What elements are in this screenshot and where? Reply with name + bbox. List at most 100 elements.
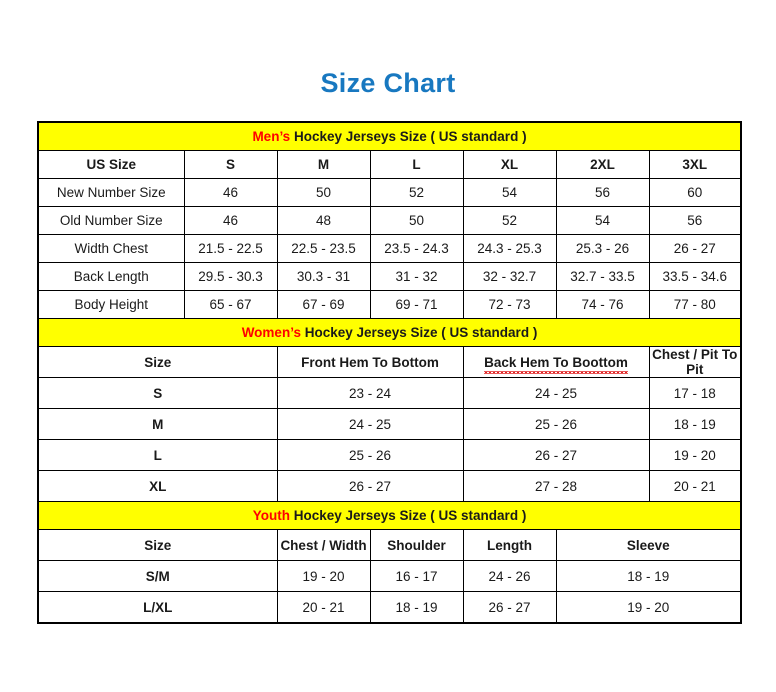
mens-row-3-label: Back Length — [37, 262, 185, 291]
youth-banner-row: Youth Hockey Jerseys Size ( US standard … — [37, 501, 742, 530]
womens-row-3-value-0: 26 - 27 — [276, 470, 464, 502]
mens-row-1-label: Old Number Size — [37, 206, 185, 235]
youth-row-1-value-0: 20 - 21 — [276, 591, 371, 624]
table-row: S 23 - 24 24 - 25 17 - 18 — [37, 377, 742, 409]
table-row: New Number Size 46 50 52 54 56 60 — [37, 178, 742, 207]
youth-col-0: Size — [37, 529, 278, 561]
mens-row-2-label: Width Chest — [37, 234, 185, 263]
womens-row-2-value-0: 25 - 26 — [276, 439, 464, 471]
youth-col-4: Sleeve — [555, 529, 742, 561]
womens-col-2: Back Hem To Boottom — [462, 346, 650, 378]
womens-banner-highlight: Women’s — [241, 325, 301, 340]
youth-col-1: Chest / Width — [276, 529, 371, 561]
size-chart-body: Men’s Hockey Jerseys Size ( US standard … — [37, 121, 742, 624]
youth-row-1-value-1: 18 - 19 — [369, 591, 464, 624]
mens-row-3-value-2: 31 - 32 — [369, 262, 464, 291]
mens-header-row: US Size S M L XL 2XL 3XL — [37, 150, 742, 179]
youth-row-1-value-2: 26 - 27 — [462, 591, 557, 624]
womens-col-1: Front Hem To Bottom — [276, 346, 464, 378]
mens-row-2-value-2: 23.5 - 24.3 — [369, 234, 464, 263]
youth-row-1-label: L/XL — [37, 591, 278, 624]
womens-row-1-value-1: 25 - 26 — [462, 408, 650, 440]
mens-row-0-value-1: 50 — [276, 178, 371, 207]
womens-col-2-text: Back Hem To Boottom — [484, 354, 628, 374]
womens-banner-rest: Hockey Jerseys Size ( US standard ) — [300, 325, 538, 340]
mens-row-4-value-1: 67 - 69 — [276, 290, 371, 319]
mens-section-banner: Men’s Hockey Jerseys Size ( US standard … — [37, 121, 742, 151]
womens-row-0-label: S — [37, 377, 278, 409]
table-row: Body Height 65 - 67 67 - 69 69 - 71 72 -… — [37, 290, 742, 319]
womens-row-1-value-0: 24 - 25 — [276, 408, 464, 440]
youth-banner-highlight: Youth — [252, 508, 290, 523]
mens-row-2-value-0: 21.5 - 22.5 — [183, 234, 278, 263]
mens-row-3-value-1: 30.3 - 31 — [276, 262, 371, 291]
womens-row-0-value-0: 23 - 24 — [276, 377, 464, 409]
womens-row-3-value-1: 27 - 28 — [462, 470, 650, 502]
mens-row-4-value-5: 77 - 80 — [648, 290, 742, 319]
womens-row-2-label: L — [37, 439, 278, 471]
womens-row-0-value-1: 24 - 25 — [462, 377, 650, 409]
womens-row-2-value-1: 26 - 27 — [462, 439, 650, 471]
mens-row-1-value-3: 52 — [462, 206, 557, 235]
mens-row-0-value-4: 56 — [555, 178, 650, 207]
mens-row-0-label: New Number Size — [37, 178, 185, 207]
mens-row-4-value-3: 72 - 73 — [462, 290, 557, 319]
womens-row-3-label: XL — [37, 470, 278, 502]
youth-col-3: Length — [462, 529, 557, 561]
mens-banner-rest: Hockey Jerseys Size ( US standard ) — [290, 129, 527, 144]
womens-row-3-value-2: 20 - 21 — [648, 470, 742, 502]
size-chart-table: Men’s Hockey Jerseys Size ( US standard … — [37, 121, 743, 624]
mens-row-1-value-0: 46 — [183, 206, 278, 235]
table-row: Old Number Size 46 48 50 52 54 56 — [37, 206, 742, 235]
mens-banner-row: Men’s Hockey Jerseys Size ( US standard … — [37, 121, 742, 151]
youth-row-0-value-2: 24 - 26 — [462, 560, 557, 592]
womens-row-1-label: M — [37, 408, 278, 440]
mens-row-2-value-4: 25.3 - 26 — [555, 234, 650, 263]
womens-section-banner: Women’s Hockey Jerseys Size ( US standar… — [37, 318, 742, 347]
youth-row-0-label: S/M — [37, 560, 278, 592]
mens-col-2: M — [276, 150, 371, 179]
womens-banner-row: Women’s Hockey Jerseys Size ( US standar… — [37, 318, 742, 347]
mens-row-2-value-5: 26 - 27 — [648, 234, 742, 263]
mens-row-0-value-2: 52 — [369, 178, 464, 207]
youth-row-0-value-3: 18 - 19 — [555, 560, 742, 592]
mens-row-4-value-2: 69 - 71 — [369, 290, 464, 319]
size-chart-tables: Men’s Hockey Jerseys Size ( US standard … — [37, 121, 743, 624]
table-row: Width Chest 21.5 - 22.5 22.5 - 23.5 23.5… — [37, 234, 742, 263]
mens-row-1-value-5: 56 — [648, 206, 742, 235]
youth-col-2: Shoulder — [369, 529, 464, 561]
mens-row-1-value-1: 48 — [276, 206, 371, 235]
mens-col-1: S — [183, 150, 278, 179]
table-row: L/XL 20 - 21 18 - 19 26 - 27 19 - 20 — [37, 591, 742, 624]
mens-row-4-label: Body Height — [37, 290, 185, 319]
youth-banner-rest: Hockey Jerseys Size ( US standard ) — [289, 508, 527, 523]
mens-col-3: L — [369, 150, 464, 179]
mens-row-2-value-3: 24.3 - 25.3 — [462, 234, 557, 263]
mens-row-2-value-1: 22.5 - 23.5 — [276, 234, 371, 263]
mens-row-3-value-4: 32.7 - 33.5 — [555, 262, 650, 291]
mens-banner-highlight: Men’s — [252, 129, 291, 144]
mens-row-3-value-5: 33.5 - 34.6 — [648, 262, 742, 291]
table-row: L 25 - 26 26 - 27 19 - 20 — [37, 439, 742, 471]
womens-row-1-value-2: 18 - 19 — [648, 408, 742, 440]
mens-row-1-value-2: 50 — [369, 206, 464, 235]
womens-header-row: Size Front Hem To Bottom Back Hem To Boo… — [37, 346, 742, 378]
womens-col-3: Chest / Pit To Pit — [648, 346, 742, 378]
table-row: XL 26 - 27 27 - 28 20 - 21 — [37, 470, 742, 502]
womens-col-0: Size — [37, 346, 278, 378]
mens-row-1-value-4: 54 — [555, 206, 650, 235]
table-row: M 24 - 25 25 - 26 18 - 19 — [37, 408, 742, 440]
womens-row-2-value-2: 19 - 20 — [648, 439, 742, 471]
mens-row-3-value-0: 29.5 - 30.3 — [183, 262, 278, 291]
youth-row-1-value-3: 19 - 20 — [555, 591, 742, 624]
mens-col-4: XL — [462, 150, 557, 179]
youth-section-banner: Youth Hockey Jerseys Size ( US standard … — [37, 501, 742, 530]
youth-row-0-value-0: 19 - 20 — [276, 560, 371, 592]
mens-col-0: US Size — [37, 150, 185, 179]
table-row: S/M 19 - 20 16 - 17 24 - 26 18 - 19 — [37, 560, 742, 592]
youth-row-0-value-1: 16 - 17 — [369, 560, 464, 592]
mens-col-6: 3XL — [648, 150, 742, 179]
mens-row-0-value-0: 46 — [183, 178, 278, 207]
page-title: Size Chart — [320, 68, 456, 98]
